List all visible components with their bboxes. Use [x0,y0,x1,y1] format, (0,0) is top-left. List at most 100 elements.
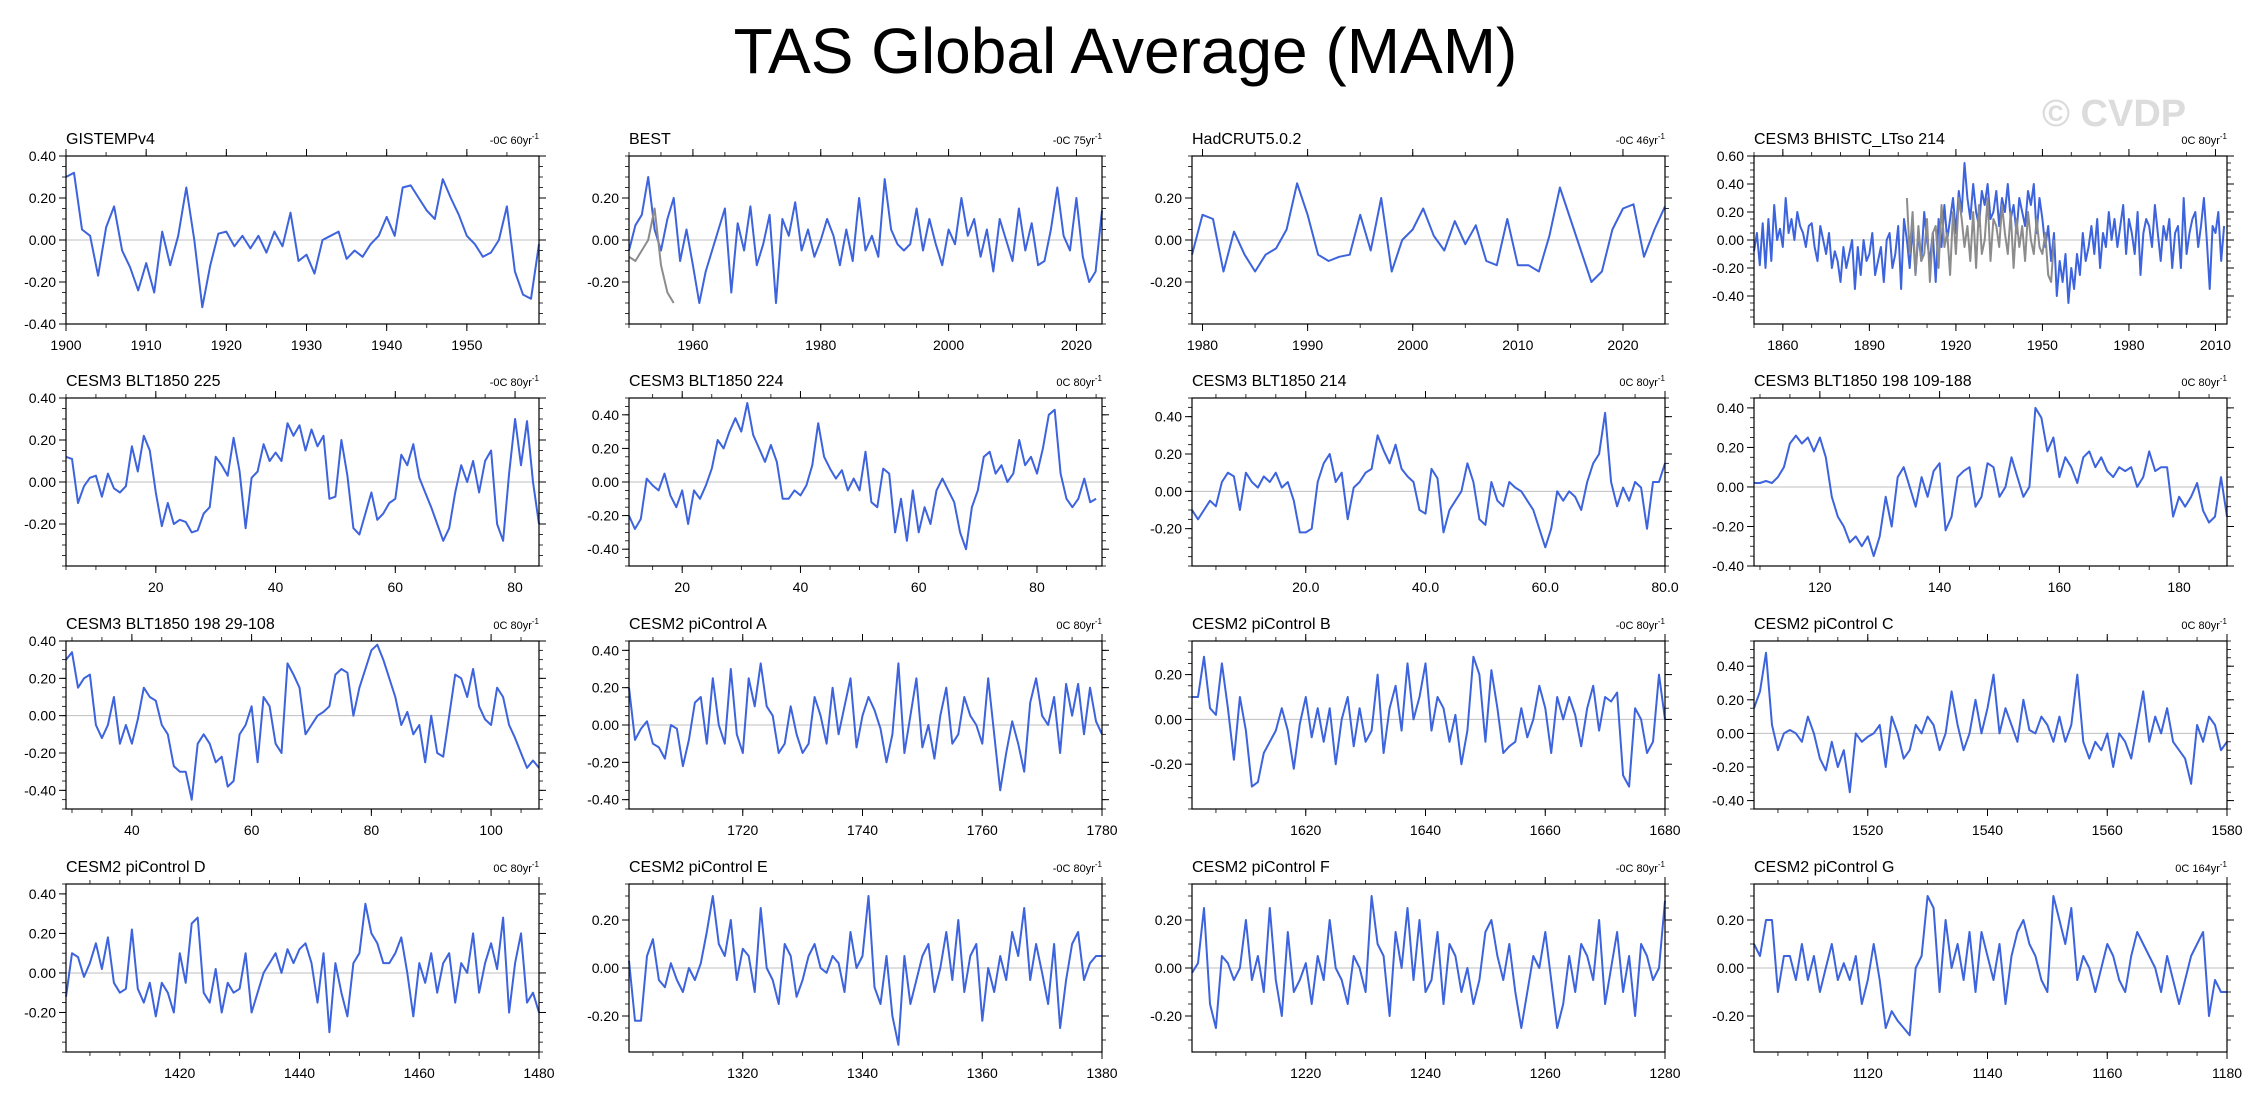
x-tick-label: 60 [911,579,927,595]
y-tick-label: 0.40 [1717,176,1744,192]
panel-annotation: -0C 60yr-1 [490,132,540,147]
x-tick-label: 1920 [211,337,242,353]
x-tick-label: 40 [124,822,140,838]
y-tick-label: -0.40 [1712,558,1744,574]
y-tick-label: 0.60 [1717,148,1744,164]
y-tick-label: 0.00 [1155,232,1182,248]
x-tick-label: 1720 [727,822,758,838]
x-tick-label: 80 [1029,579,1045,595]
y-tick-label: 0.00 [29,474,56,490]
x-tick-label: 1460 [404,1065,435,1081]
panel-annotation: 0C 80yr-1 [1056,617,1102,632]
y-tick-label: -0.20 [24,1004,56,1020]
panel-title: CESM2 piControl B [1192,616,1331,633]
y-tick-label: -0.20 [1150,274,1182,290]
chart-panel: CESM2 piControl B -0C 80yr-1 1620 1640 1660 1… [1150,616,1681,838]
x-tick-label: 1280 [1649,1065,1680,1081]
x-tick-label: 1980 [2113,337,2144,353]
x-tick-label: 1980 [805,337,836,353]
panel-title: CESM3 BLT1850 214 [1192,373,1347,390]
annotation-superscript: -1 [532,617,540,626]
chart-panel: CESM3 BLT1850 225 -0C 80yr-1 20 40 60 80 -0.20… [24,373,546,595]
annotation-superscript: -1 [532,374,540,383]
x-tick-label: 1260 [1530,1065,1561,1081]
y-tick-label: -0.20 [1150,521,1182,537]
series-line [628,402,1097,551]
secondary-series-line [1905,197,2055,283]
panel-annotation: 0C 80yr-1 [493,617,539,632]
y-tick-label: -0.20 [1712,260,1744,276]
y-tick-label: 0.20 [592,912,619,928]
x-tick-label: 1950 [2027,337,2058,353]
y-tick-label: -0.20 [587,754,619,770]
annotation-text: 0C 164yr [2175,863,2220,875]
chart-panel: CESM3 BLT1850 198 29-108 0C 80yr-1 40 60 80 1… [24,616,546,838]
x-tick-label: 1480 [523,1065,554,1081]
annotation-superscript: -1 [1658,132,1666,141]
x-tick-label: 1660 [1530,822,1561,838]
y-tick-label: 0.20 [592,440,619,456]
x-tick-label: 2020 [1061,337,1092,353]
y-tick-label: -0.40 [1712,793,1744,809]
y-tick-label: 0.00 [592,960,619,976]
series-line [65,418,540,542]
chart-panel: GISTEMPv4 -0C 60yr-1 1900 1910 1920 1930 1940 1… [24,131,546,353]
annotation-text: -0C 80yr [1616,863,1659,875]
x-tick-label: 1640 [1410,822,1441,838]
annotation-superscript: -1 [532,860,540,869]
x-tick-label: 80 [364,822,380,838]
series-line [628,662,1103,792]
plot-frame [1753,397,2228,567]
x-tick-label: 2000 [1397,337,1428,353]
series-line [628,176,1103,304]
x-tick-label: 1120 [1853,1065,1883,1081]
panel-title: HadCRUT5.0.2 [1192,131,1301,148]
y-tick-label: 0.20 [1155,190,1182,206]
y-tick-label: -0.20 [1150,1008,1182,1024]
panel-title: GISTEMPv4 [66,131,155,148]
y-tick-label: 0.00 [1155,483,1182,499]
x-tick-label: 1740 [847,822,878,838]
x-tick-label: 1960 [677,337,708,353]
annotation-superscript: -1 [2220,374,2228,383]
x-tick-label: 1910 [131,337,162,353]
x-tick-label: 1930 [291,337,322,353]
panel-title: CESM2 piControl A [629,616,767,633]
y-tick-label: 0.00 [1717,232,1744,248]
panel-annotation: 0C 80yr-1 [2181,617,2227,632]
annotation-text: 0C 80yr [2181,377,2220,389]
x-tick-label: 1560 [2092,822,2123,838]
x-tick-label: 1980 [1187,337,1218,353]
annotation-superscript: -1 [1658,617,1666,626]
y-tick-label: 0.20 [29,190,56,206]
x-tick-label: 1990 [1292,337,1323,353]
x-tick-label: 1760 [967,822,998,838]
panel-annotation: 0C 80yr-1 [493,860,539,875]
annotation-text: 0C 80yr [1056,620,1095,632]
panel-title: CESM2 piControl F [1192,859,1330,876]
x-tick-label: 1920 [1940,337,1971,353]
y-tick-label: -0.20 [587,508,619,524]
y-tick-label: -0.20 [1712,759,1744,775]
y-tick-label: -0.40 [587,792,619,808]
panel-annotation: -0C 80yr-1 [1053,860,1103,875]
x-tick-label: 60.0 [1532,579,1559,595]
x-tick-label: 1860 [1767,337,1798,353]
panel-annotation: -0C 80yr-1 [490,374,540,389]
series-line [1191,895,1666,1029]
y-tick-label: 0.00 [1717,479,1744,495]
panel-title: CESM3 BLT1850 198 29-108 [66,616,275,633]
x-tick-label: 1180 [2212,1065,2242,1081]
x-tick-label: 2010 [2200,337,2231,353]
y-tick-label: -0.40 [24,316,56,332]
x-tick-label: 20 [148,579,164,595]
plot-frame [1753,640,2228,810]
series-line [1754,406,2228,558]
panel-title: CESM2 piControl C [1754,616,1894,633]
x-tick-label: 20.0 [1292,579,1319,595]
series-line [65,171,540,309]
x-tick-label: 140 [1928,579,1952,595]
y-tick-label: -0.20 [24,516,56,532]
y-tick-label: 0.40 [592,407,619,423]
panel-annotation: 0C 80yr-1 [1619,374,1665,389]
